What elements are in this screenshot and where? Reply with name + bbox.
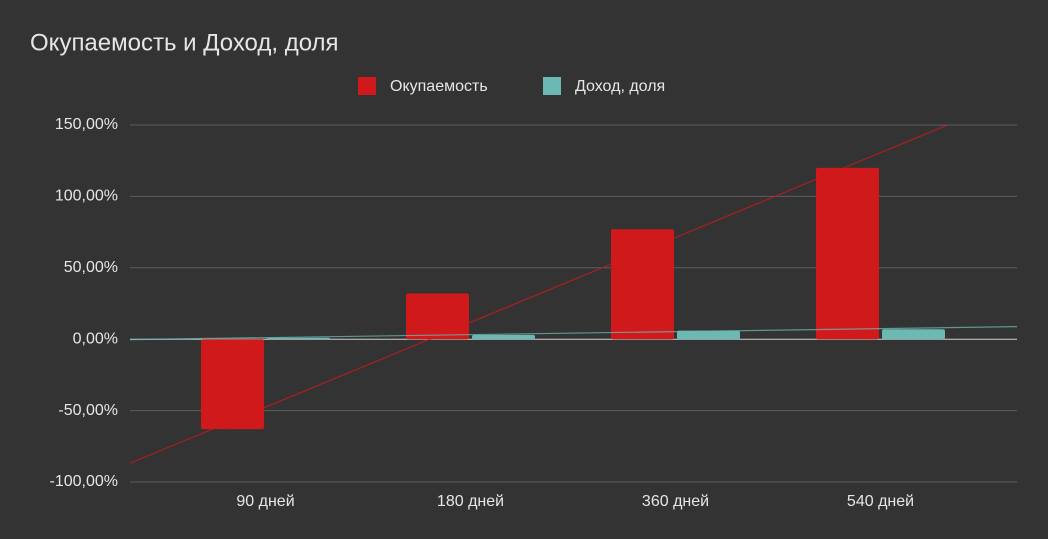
legend-label: Доход, доля	[575, 78, 665, 95]
bar	[472, 334, 535, 340]
bar	[677, 330, 740, 340]
y-tick-label: -100,00%	[50, 473, 119, 490]
bar	[406, 293, 469, 340]
legend-swatch	[358, 77, 376, 95]
plot-area	[130, 125, 1017, 464]
bar	[611, 229, 674, 340]
y-tick-label: 0,00%	[73, 330, 118, 347]
y-tick-label: 150,00%	[55, 116, 118, 133]
trendline	[130, 125, 950, 464]
x-tick-label: 360 дней	[642, 493, 709, 510]
bar	[816, 167, 879, 340]
y-tick-label: 50,00%	[64, 259, 118, 276]
bar	[267, 337, 330, 340]
chart-title: Окупаемость и Доход, доля	[30, 29, 339, 56]
trendline	[130, 326, 1017, 341]
x-tick-label: 540 дней	[847, 493, 914, 510]
x-tick-label: 90 дней	[236, 493, 294, 510]
legend-swatch	[543, 77, 561, 95]
bar	[882, 329, 945, 340]
y-tick-label: 100,00%	[55, 188, 118, 205]
y-tick-label: -50,00%	[58, 402, 118, 419]
x-tick-label: 180 дней	[437, 493, 504, 510]
bar	[201, 339, 264, 430]
legend-label: Окупаемость	[390, 78, 488, 95]
